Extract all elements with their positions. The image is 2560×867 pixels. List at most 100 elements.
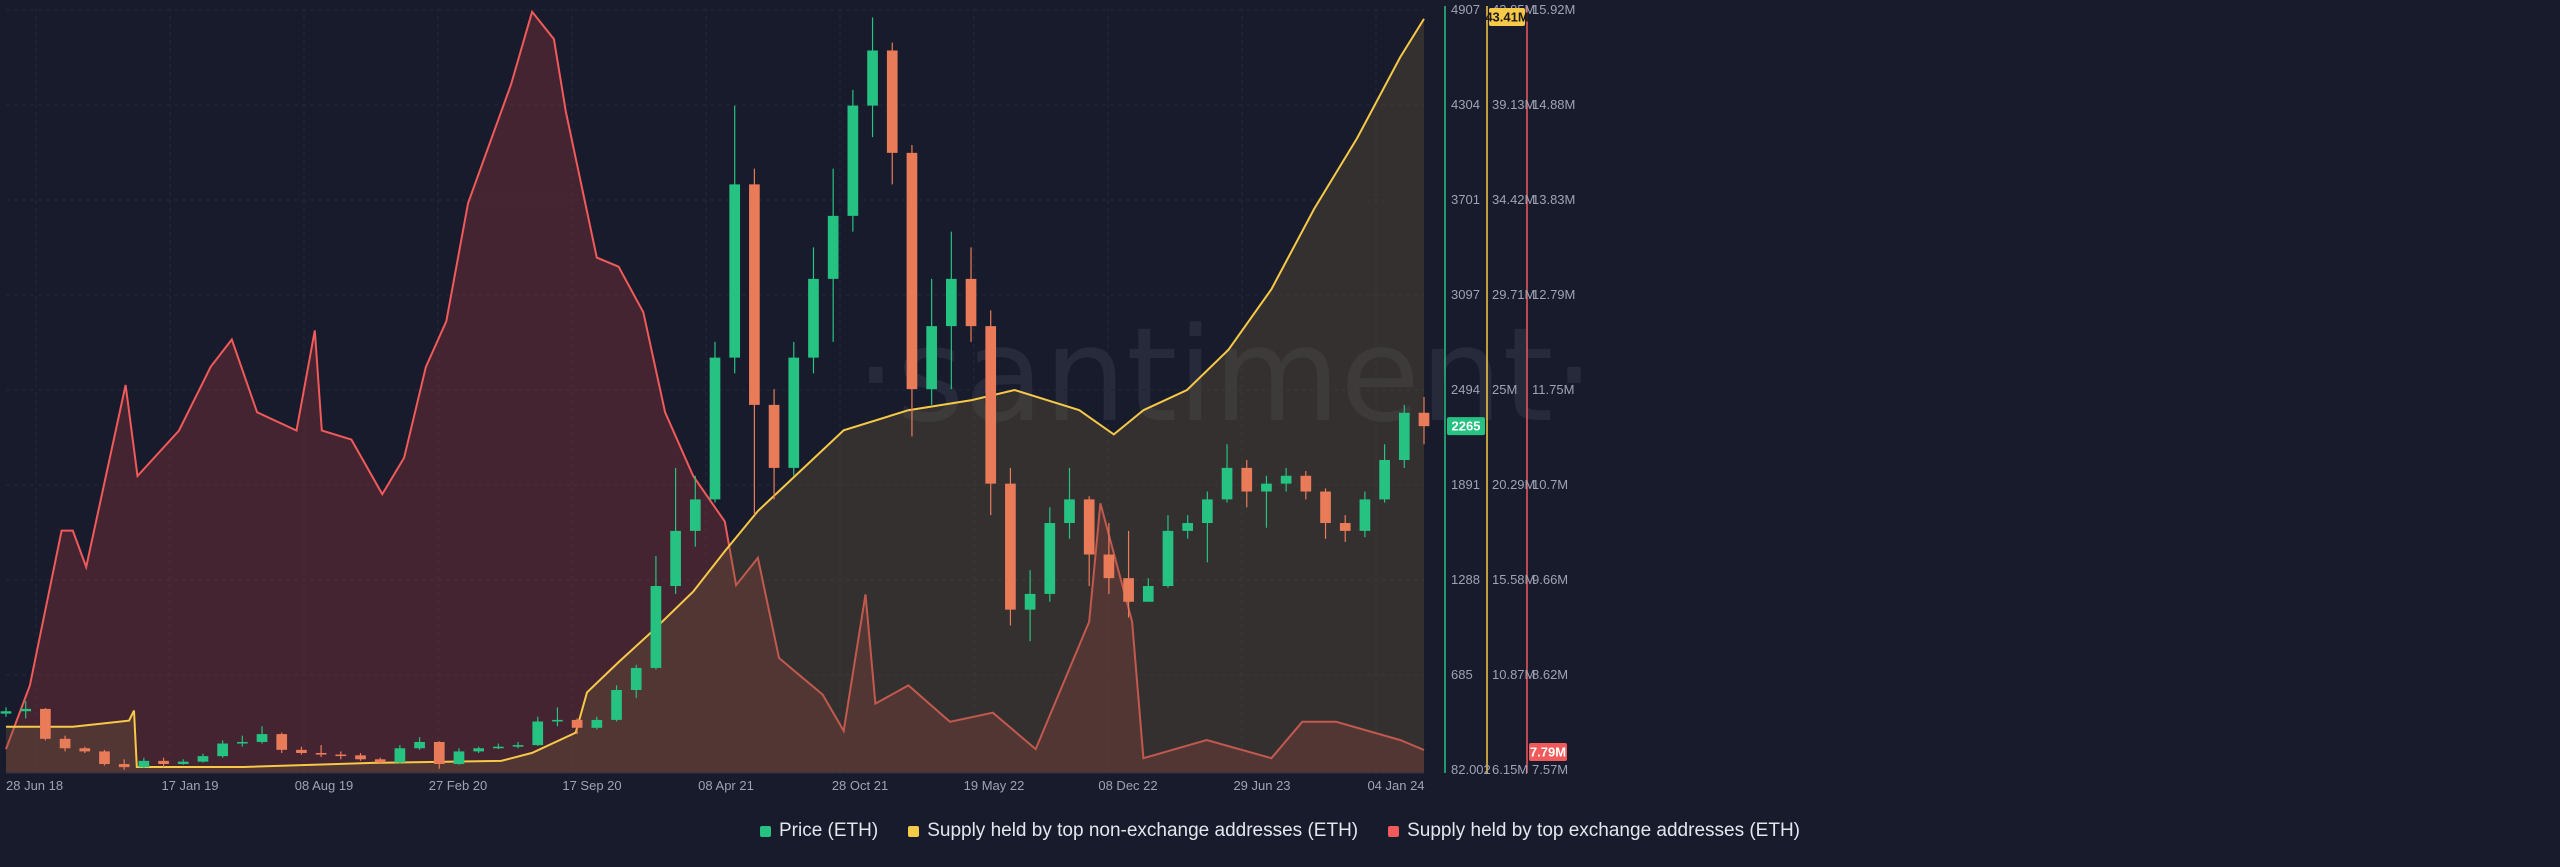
price-candle xyxy=(1123,578,1134,602)
price-candle xyxy=(1182,523,1194,531)
price-candle xyxy=(788,357,800,468)
price-candle xyxy=(1005,483,1016,610)
price-candle xyxy=(571,719,583,728)
price-candle xyxy=(59,738,71,749)
x-axis-ticks: 28 Jun 18 17 Jan 19 08 Aug 19 27 Feb 20 17 S… xyxy=(6,778,1425,793)
price-candle xyxy=(315,752,327,755)
price-candle xyxy=(945,278,957,327)
non-exchange-tick-label: 15.58M xyxy=(1492,572,1535,587)
price-candle xyxy=(1083,499,1095,555)
price-candle xyxy=(99,751,110,765)
exchange-tick-label: 7.57M xyxy=(1532,762,1568,777)
price-candle xyxy=(138,760,150,768)
legend-label: Price (ETH) xyxy=(778,820,879,841)
price-candle xyxy=(532,721,544,746)
legend-label: Supply held by top exchange addresses (E… xyxy=(1407,820,1801,841)
exchange-tick-label: 8.62M xyxy=(1532,667,1568,682)
price-candle xyxy=(729,184,741,358)
exchange-current-badge-bg xyxy=(1529,743,1567,761)
exchange-tick-label: 14.88M xyxy=(1532,97,1575,112)
price-candles xyxy=(0,17,1430,770)
x-tick-label: 08 Dec 22 xyxy=(1098,778,1157,793)
non-exchange-tick-label: 20.29M xyxy=(1492,477,1535,492)
non-exchange-current-badge-bg xyxy=(1489,8,1525,26)
price-candle xyxy=(985,326,997,484)
price-candle xyxy=(591,719,603,728)
exchange-tick-label: 13.83M xyxy=(1532,192,1575,207)
price-candle xyxy=(40,708,51,739)
price-candle xyxy=(867,50,878,106)
legend-item-price[interactable]: Price (ETH) xyxy=(759,820,879,842)
exchange-area-fill xyxy=(6,11,1424,774)
legend-item-non-exchange-supply[interactable]: Supply held by top non-exchange addresse… xyxy=(908,820,1358,842)
exchange-tick-label: 11.75M xyxy=(1532,382,1574,397)
price-tick-label: 1288 xyxy=(1451,572,1480,587)
price-candle xyxy=(847,105,859,216)
price-candle xyxy=(0,711,12,714)
price-current-badge: 2265 xyxy=(1452,419,1481,434)
price-candle xyxy=(630,667,642,690)
axis-lines xyxy=(6,6,1528,774)
exchange-supply-area xyxy=(5,9,1425,774)
legend-item-exchange-supply[interactable]: Supply held by top exchange addresses (E… xyxy=(1388,820,1800,842)
non-exchange-supply-area xyxy=(6,18,1425,773)
price-candle xyxy=(433,741,445,765)
price-tick-label: 4304 xyxy=(1451,97,1480,112)
price-candle xyxy=(709,357,721,500)
price-tick-label: 82.002 xyxy=(1451,762,1491,777)
price-candle xyxy=(670,530,681,587)
exchange-tick-label: 9.66M xyxy=(1532,572,1568,587)
non-exchange-area-fill xyxy=(6,18,1424,773)
price-candle xyxy=(512,745,524,747)
x-tick-label: 08 Apr 21 xyxy=(698,778,754,793)
price-candle xyxy=(296,749,307,753)
price-candle xyxy=(473,748,485,752)
price-candle xyxy=(276,734,288,750)
x-tick-label: 17 Sep 20 xyxy=(562,778,621,793)
price-candle xyxy=(808,278,819,358)
price-current-badge-bg xyxy=(1447,417,1485,436)
price-candle xyxy=(926,326,937,390)
non-exchange-supply-line xyxy=(6,18,1425,768)
price-candle xyxy=(650,586,662,668)
x-tick-label: 04 Jan 24 xyxy=(1367,778,1424,793)
exchange-current-badge: 7.79M xyxy=(1530,745,1566,760)
price-candle xyxy=(177,761,189,765)
price-tick-label: 1891 xyxy=(1451,477,1480,492)
price-candle xyxy=(20,708,32,712)
price-candle xyxy=(611,689,622,720)
non-exchange-tick-label: 10.87M xyxy=(1492,667,1535,682)
price-candle xyxy=(1300,475,1312,492)
price-candle xyxy=(689,499,701,531)
price-candle xyxy=(768,404,780,468)
price-candle xyxy=(1280,475,1292,484)
x-tick-label: 28 Jun 18 xyxy=(6,778,63,793)
price-candle xyxy=(1241,467,1253,492)
price-candle xyxy=(453,751,465,765)
price-candle xyxy=(118,764,130,768)
price-tick-label: 685 xyxy=(1451,667,1473,682)
x-tick-label: 08 Aug 19 xyxy=(295,778,354,793)
exchange-tick-label: 12.79M xyxy=(1532,287,1575,302)
price-candle xyxy=(335,754,347,757)
price-candle xyxy=(355,755,366,760)
price-candle xyxy=(1221,467,1233,500)
non-exchange-tick-label: 34.42M xyxy=(1492,192,1535,207)
x-tick-label: 29 Jun 23 xyxy=(1233,778,1290,793)
price-candle xyxy=(827,215,839,279)
price-candle xyxy=(1379,460,1390,500)
x-tick-label: 17 Jan 19 xyxy=(161,778,218,793)
price-candle xyxy=(236,741,248,744)
x-tick-label: 19 May 22 xyxy=(964,778,1025,793)
legend-swatch xyxy=(759,825,771,837)
price-tick-label: 2494 xyxy=(1451,382,1480,397)
exchange-tick-label: 15.92M xyxy=(1532,2,1575,17)
x-tick-label: 27 Feb 20 xyxy=(429,778,488,793)
x-tick-label: 28 Oct 21 xyxy=(832,778,888,793)
price-tick-label: 3097 xyxy=(1451,287,1480,302)
price-candle xyxy=(197,756,209,762)
non-exchange-tick-label: 6.15M xyxy=(1492,762,1528,777)
current-value-badges: 2265 43.41M 7.79M xyxy=(1447,8,1567,761)
exchange-tick-label: 10.7M xyxy=(1532,477,1568,492)
legend-label: Supply held by top non-exchange addresse… xyxy=(927,820,1359,841)
